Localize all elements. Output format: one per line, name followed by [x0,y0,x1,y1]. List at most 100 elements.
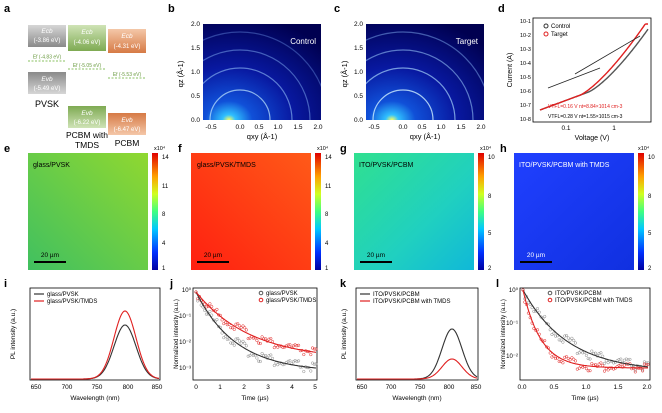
svg-text:Normalized intensity (a.u.): Normalized intensity (a.u.) [501,299,507,369]
trpl-points-ito-pvsk-pcbm [584,353,588,357]
svg-text:Control: Control [551,24,570,30]
trpl-points-glass-pvsk-tmds [217,313,221,317]
trpl-points-glass-pvsk [208,309,212,314]
svg-text:2: 2 [242,384,246,391]
trpl-points-glass-pvsk-tmds [248,336,252,340]
trpl-points-glass-pvsk [222,336,226,340]
trpl-points-glass-pvsk-tmds [210,304,214,309]
svg-text:g: g [340,143,347,155]
trpl-points-glass-pvsk [272,363,276,368]
trpl-points-glass-pvsk-tmds [246,337,250,341]
trpl-points-ito-pvsk-pcbm-tmds [539,337,543,341]
svg-text:11: 11 [325,184,332,190]
trpl-points-ito-pvsk-pcbm [568,338,572,342]
trpl-points-ito-pvsk-pcbm [570,336,574,340]
trpl-points-glass-pvsk [264,353,268,358]
svg-text:1.5: 1.5 [354,45,363,52]
colorbar-f [315,153,321,270]
pl-map-h [514,153,634,270]
trpl-points-ito-pvsk-pcbm-tmds [646,363,650,367]
giwaxs-image-target [366,24,484,120]
trpl-points-glass-pvsk-tmds [291,344,295,348]
trpl-points-ito-pvsk-pcbm [581,351,585,355]
trpl-points-glass-pvsk-tmds [230,326,235,330]
trpl-points-glass-pvsk [257,359,261,363]
trpl-points-glass-pvsk [225,337,229,341]
svg-text:10-1: 10-1 [520,19,531,25]
trpl-points-glass-pvsk [258,359,262,364]
svg-text:10⁰: 10⁰ [182,287,192,294]
svg-text:Time (µs): Time (µs) [241,395,268,402]
trpl-points-glass-pvsk-tmds [229,326,233,330]
svg-text:glass/PVSK: glass/PVSK [33,162,70,169]
trpl-points-glass-pvsk-tmds [312,347,316,351]
svg-text:glass/PVSK/TMDS: glass/PVSK/TMDS [197,162,256,169]
panel-l: l Normalized intensity (a.u.) 10⁰ 10⁻¹ 1… [496,278,652,402]
svg-text:ITO/PVSK/PCBM: ITO/PVSK/PCBM [359,162,413,169]
trpl-points-glass-pvsk-tmds [269,337,273,341]
k-curves [357,328,478,380]
panel-f: f glass/PVSK/TMDS 20 µm x10⁴ 14 11 8 4 1 [178,143,332,272]
svg-text:0.5: 0.5 [191,93,200,100]
svg-text:0.0: 0.0 [354,117,363,124]
svg-text:3: 3 [266,384,270,391]
trpl-points-ito-pvsk-pcbm-tmds [622,363,626,367]
trpl-points-glass-pvsk [217,324,221,329]
fit-line-tfl [574,35,641,75]
svg-text:10-5: 10-5 [520,75,531,81]
svg-text:Evb: Evb [121,117,133,124]
trpl-fit-glass-pvsk-tmds [195,291,317,353]
svg-text:4: 4 [290,384,294,391]
trpl-points-ito-pvsk-pcbm [612,361,616,365]
trpl-points-glass-pvsk-tmds [272,346,276,350]
svg-text:0.0: 0.0 [235,124,244,131]
tmds-label-1: PCBM with [66,130,108,140]
iv-curve-target [539,23,648,111]
pl-map-g [354,153,474,270]
svg-text:glass/PVSK/TMDS: glass/PVSK/TMDS [266,298,316,304]
trpl-points-glass-pvsk [302,369,306,374]
svg-text:10⁻¹: 10⁻¹ [506,321,518,327]
svg-text:20 µm: 20 µm [367,252,385,259]
panel-c: c Target qz (Å-1) 0.0 0.5 1.0 1.5 2.0 -0… [334,3,486,141]
pvsk-vb-block [28,72,66,94]
svg-text:Target: Target [551,32,568,38]
svg-text:800: 800 [444,384,455,391]
trpl-points-ito-pvsk-pcbm [543,314,547,319]
trpl-points-glass-pvsk [237,339,242,343]
trpl-points-glass-pvsk-tmds [239,326,243,330]
trpl-points-glass-pvsk [241,339,245,343]
trpl-points-glass-pvsk-tmds [204,305,208,309]
svg-text:PL intensity (a.u.): PL intensity (a.u.) [10,309,17,359]
trpl-points-glass-pvsk-tmds [295,344,299,348]
svg-text:c: c [334,3,340,15]
trpl-points-ito-pvsk-pcbm [577,351,581,355]
svg-text:d: d [498,3,505,15]
plot-frame-l [519,287,651,381]
trpl-points-ito-pvsk-pcbm [586,357,590,361]
d-yticks: 10-8 10-7 10-6 10-5 10-4 10-3 10-2 10-1 [520,19,531,123]
trpl-fit-ito-pvsk-pcbm-tmds [522,289,648,369]
trpl-points-glass-pvsk-tmds [244,328,248,332]
pl-curve-ito-pvsk-pcbm-tmds [357,358,478,380]
svg-text:-0.5: -0.5 [205,124,217,131]
trpl-points-glass-pvsk [210,313,214,317]
svg-text:5: 5 [313,384,317,391]
pl-map-f [191,153,311,270]
svg-text:0.0: 0.0 [191,117,200,124]
svg-text:10⁰: 10⁰ [509,287,519,294]
trpl-fit-glass-pvsk [195,291,317,369]
trpl-points-glass-pvsk [293,359,297,363]
svg-text:20 µm: 20 µm [527,252,545,259]
trpl-points-glass-pvsk-tmds [232,327,236,331]
trpl-points-glass-pvsk-tmds [302,352,306,357]
trpl-points-ito-pvsk-pcbm [557,338,561,342]
panel-b: b Control qz (Å-1) 0.0 0.5 1.0 1.5 2.0 -… [168,3,323,141]
svg-text:1.5: 1.5 [191,45,200,52]
trpl-points-ito-pvsk-pcbm [641,368,645,372]
svg-text:5: 5 [648,231,652,237]
trpl-points-ito-pvsk-pcbm-tmds [608,366,612,370]
svg-text:Ecb: Ecb [81,29,93,36]
trpl-points-ito-pvsk-pcbm [559,338,563,342]
svg-text:Wavelength (nm): Wavelength (nm) [70,395,119,402]
